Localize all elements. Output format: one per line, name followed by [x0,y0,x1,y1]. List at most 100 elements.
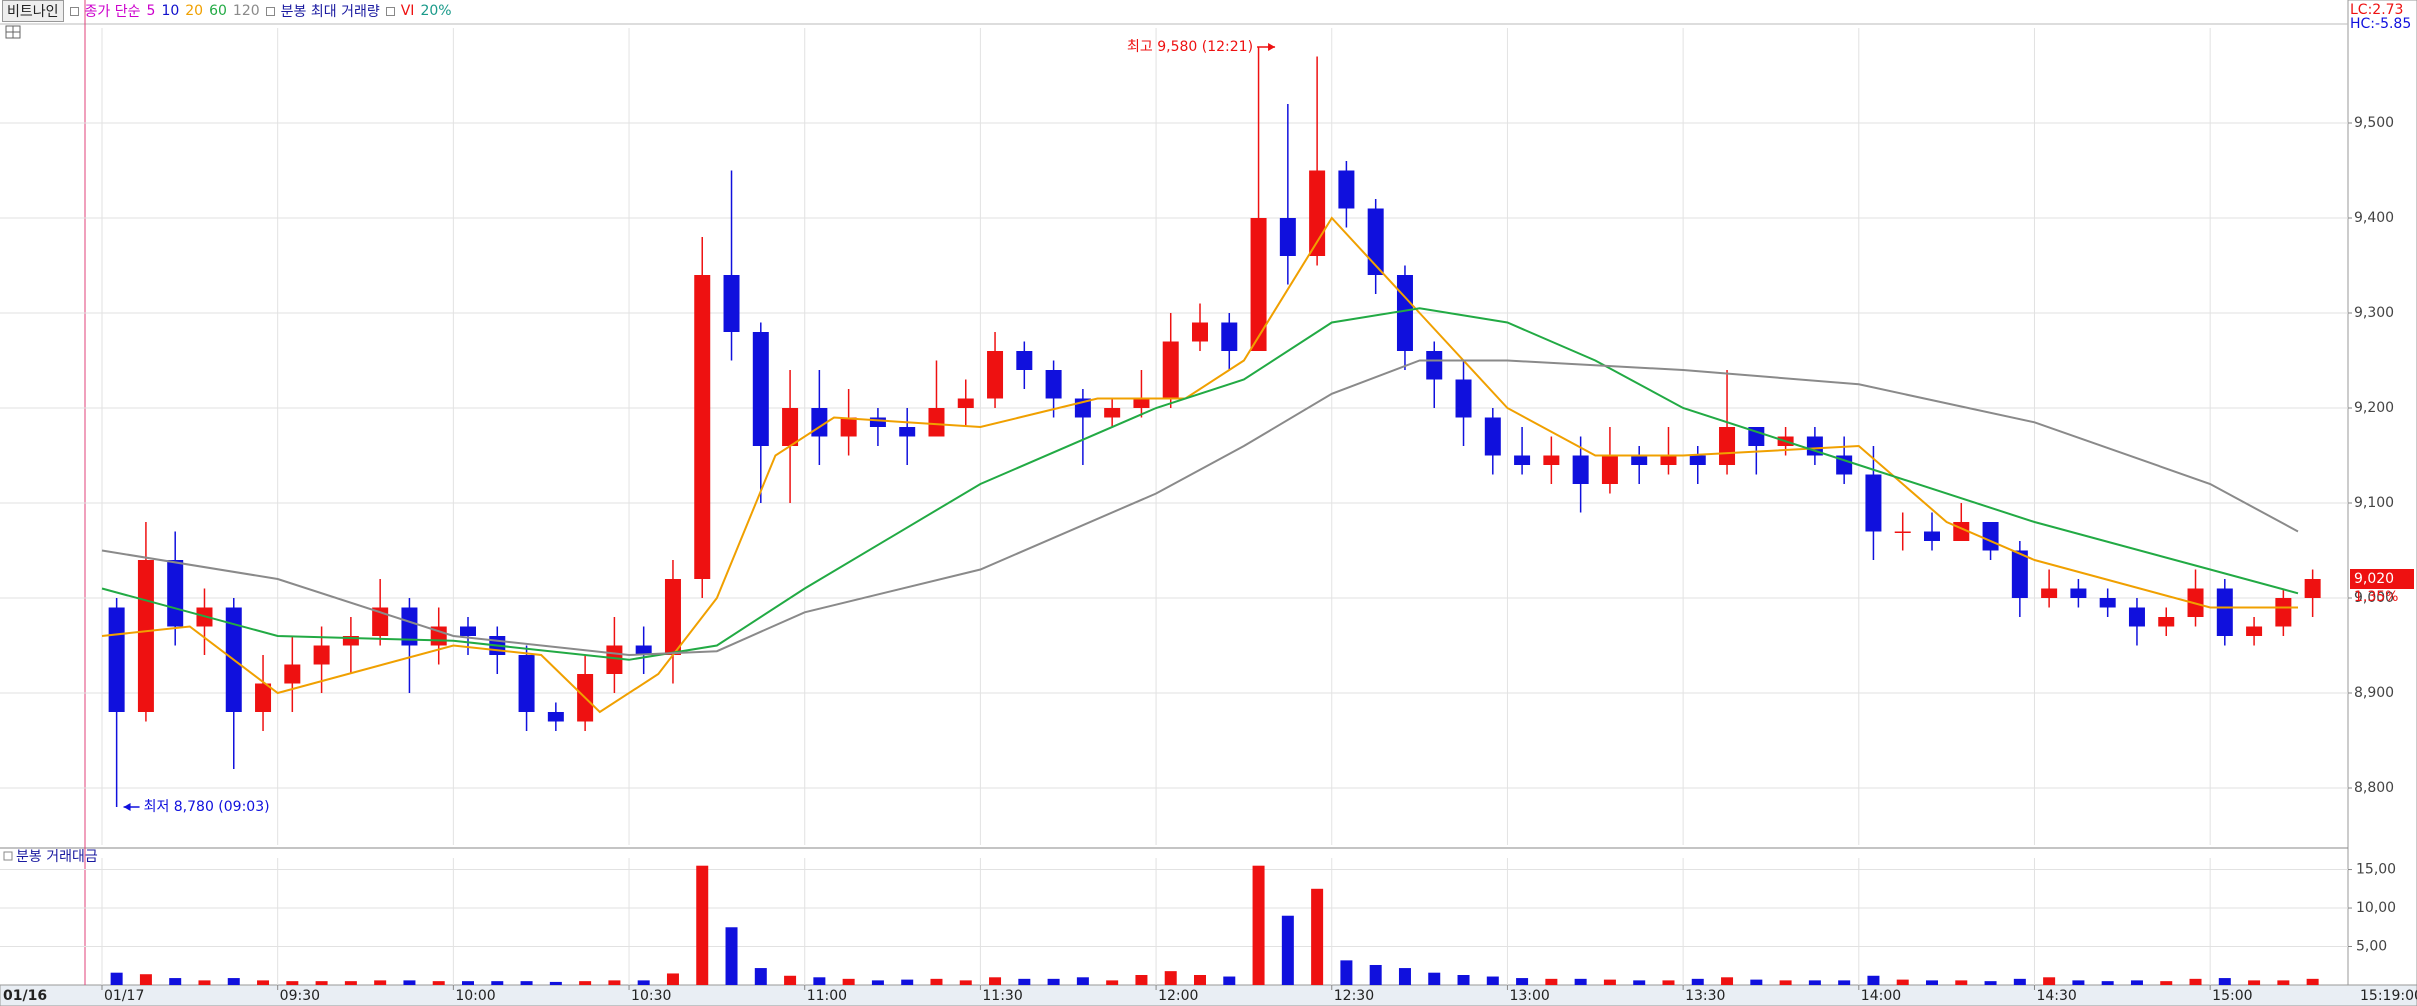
candle-body [1660,455,1677,465]
candle-body [1484,417,1501,456]
volume-bar [2072,980,2085,985]
candle-body [137,560,154,712]
volume-bar [1369,964,1382,985]
volume-bar [2189,978,2202,985]
volume-bar [1955,980,1968,985]
volume-bar [1867,975,1880,985]
candle-body [1221,322,1238,351]
candle-body [1426,351,1443,380]
volume-bar [2130,980,2143,985]
volume-bar [725,927,738,985]
candle-body [2099,598,2116,608]
volume-bar [1486,976,1499,985]
volume-bar [1691,978,1704,985]
annotation-arrowhead [1268,43,1276,51]
hc-label: HC:-5.85 [2350,16,2411,32]
y-tick-label: 15,00 [2356,862,2396,878]
candle-body [342,636,359,646]
y-tick-label: 8,800 [2354,780,2394,796]
volume-bar [1252,865,1265,985]
candle-body [518,655,535,712]
legend-entry: 5 [146,3,156,19]
stock-name[interactable]: 비트나인 [2,0,64,22]
y-tick-label: 9,300 [2354,305,2394,321]
x-tick-label: 09:30 [280,988,320,1004]
current-price-box [2350,569,2414,589]
volume-bar [1545,978,1558,985]
y-tick-label: 8,900 [2354,685,2394,701]
x-tick-label: 12:00 [1158,988,1198,1004]
annotation-arrowhead [123,803,131,811]
annotation: 최고 9,580 (12:21) [1127,39,1253,55]
volume-bar [1808,980,1821,985]
x-tick-label: 11:00 [807,988,847,1004]
volume-bar [579,981,592,985]
volume-bar [198,980,211,985]
candle-body [635,645,652,655]
volume-bar [1428,972,1441,985]
candle-body [899,427,916,437]
y-tick-label: 9,500 [2354,115,2394,131]
candle-body [1572,455,1589,484]
volume-bar [1398,968,1411,985]
vi-pct: 20% [420,3,452,19]
volume-bar [1223,976,1236,985]
header-bar: 비트나인 종가 단순 5 10 20 60 120 분봉 최대 거래량 VI 20% [0,0,452,22]
max-volume-label: 분봉 최대 거래량 [280,4,380,20]
candle-body [1396,275,1413,351]
volume-bar [637,980,650,985]
candle-body [1514,455,1531,465]
current-price-label: 9,020 [2354,571,2394,587]
candle-body [547,712,564,722]
volume-bar [784,975,797,985]
volume-bar [1662,980,1675,985]
candle-body [1338,170,1355,209]
volume-bar [754,968,767,985]
candle-body [284,664,301,684]
candle-body [313,645,330,665]
candle-body [460,626,476,636]
candle-body [2070,588,2087,598]
candle-body [1162,341,1179,399]
volume-bar [930,978,943,985]
volume-bar [374,980,387,985]
volume-bar [1984,981,1997,985]
candle-body [2128,607,2145,627]
x-tick-label: 10:30 [631,988,671,1004]
volume-bar [286,981,299,985]
volume-bar [1457,974,1470,985]
volume-bar [1076,977,1089,985]
volume-bar [491,981,504,985]
x-tick-label: 10:00 [455,988,495,1004]
x-tick-label: 12:30 [1334,988,1374,1004]
y-tick-label: 10,00 [2356,900,2396,916]
candle-body [664,579,681,655]
toggle-icon[interactable] [385,6,395,16]
volume-bar [1106,980,1119,985]
y-tick-label: 9,000 [2354,590,2394,606]
candle-body [840,417,857,437]
candle-body [1865,474,1882,532]
time-label: 15:19:00 [2360,988,2417,1004]
time-axis-strip [0,984,2417,1006]
candle-body [2246,626,2263,636]
volume-bar [2013,978,2026,985]
toggle-icon[interactable] [69,6,79,16]
volume-bar [169,978,182,985]
candle-body [1601,455,1618,484]
candle-body [987,351,1004,399]
volume-bar [1194,974,1206,985]
candle-body [1250,218,1267,351]
x-tick-label: 01/17 [104,988,144,1004]
volume-bar [1721,977,1734,985]
toggle-icon[interactable] [265,6,275,16]
volume-bar [1896,979,1909,985]
candle-body [723,275,740,332]
x-tick-label: 11:30 [982,988,1022,1004]
volume-bar [696,865,709,985]
volume-bar [1281,915,1294,985]
candle-body [1924,531,1940,541]
ma-line [101,307,2299,661]
